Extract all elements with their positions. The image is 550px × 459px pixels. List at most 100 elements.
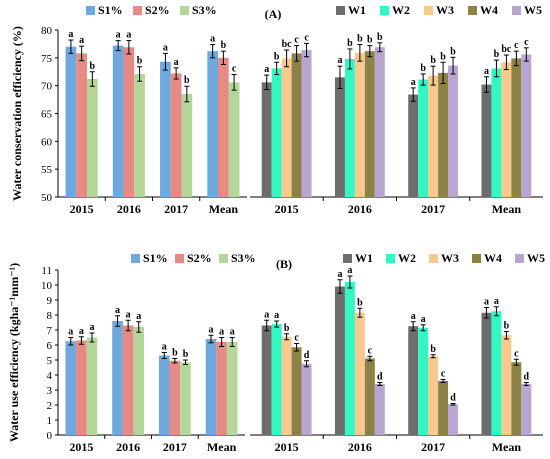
bar-W2-2015 [271,68,282,197]
legend-swatch-W5 [515,254,524,263]
bar-S3%-2015 [86,337,98,435]
bar-W5-Mean [521,384,532,435]
significance-letter: a [274,310,279,321]
bar-W1-2015 [261,82,272,197]
bar-S2%-2016 [122,325,134,435]
x-tick-label: 2017 [163,440,187,454]
significance-letter: b [494,49,500,60]
bar-S2%-Mean [216,342,227,435]
significance-letter: c [524,37,529,48]
significance-letter: c [294,333,299,344]
significance-letter: a [116,30,121,41]
legend-swatch-W3 [424,6,433,15]
significance-letter: a [68,29,73,40]
legend-label: W5 [527,251,545,265]
bar-W2-2016 [344,282,355,435]
y-tick-label: 2 [47,400,53,412]
bar-S2%-2017 [169,360,181,435]
significance-letter: b [430,55,436,66]
bar-S1%-2016 [112,321,123,435]
y-tick-label: 65 [41,109,53,121]
significance-letter: a [79,35,84,46]
bar-S3%-2017 [181,94,193,197]
x-tick-label: 2016 [348,440,372,454]
significance-letter: a [494,296,499,307]
y-tick-label: 6 [47,340,53,352]
bar-S3%-Mean [226,342,238,435]
y-tick-label: 70 [41,81,53,93]
legend-swatch-S1% [86,6,95,15]
bar-W3-Mean [501,62,512,197]
y-tick-label: 10 [41,280,53,292]
legend-label: W2 [398,251,416,265]
panel-label: (A) [265,7,282,21]
significance-letter: a [411,77,416,88]
bar-W1-2016 [334,286,345,435]
bar-S3%-2017 [180,362,191,435]
legend-label: W5 [524,3,542,17]
significance-letter: a [230,327,235,338]
significance-letter: b [357,33,363,44]
legend-label: W1 [348,3,366,17]
bar-W4-Mean [511,362,522,435]
bar-S2%-2015 [76,340,87,435]
x-tick-label: 2016 [117,202,141,216]
significance-letter: bc [282,39,293,50]
bar-W3-Mean [501,335,512,435]
legend-label: S2% [145,3,170,17]
legend-swatch-S3% [219,254,228,263]
y-tick-label: 75 [41,53,53,65]
significance-letter: c [304,32,309,43]
significance-letter: a [136,311,141,322]
bar-W5-2016 [374,384,385,435]
significance-letter: a [421,314,426,325]
significance-letter: b [504,321,510,332]
bar-W2-2017 [418,79,429,197]
bar-W1-Mean [481,312,492,435]
significance-letter: c [514,348,519,359]
x-tick-label: Mean [207,440,237,454]
significance-letter: a [68,327,73,338]
significance-letter: a [126,30,131,41]
significance-letter: a [163,42,168,53]
legend-label: S2% [187,251,212,265]
bar-W3-2017 [428,75,439,197]
significance-letter: b [284,323,290,334]
significance-letter: b [440,51,446,62]
significance-letter: a [264,309,269,320]
legend-label: W1 [355,251,373,265]
significance-letter: b [274,51,280,62]
bar-S1%-2017 [158,355,170,435]
significance-letter: a [126,309,131,320]
bar-W4-2015 [291,53,302,197]
legend-label: W3 [441,251,459,265]
legend-label: W4 [480,3,498,17]
bar-W1-2015 [261,325,272,435]
bar-W4-Mean [511,58,522,197]
significance-letter: a [162,342,167,353]
significance-letter: a [484,297,489,308]
y-tick-label: 9 [47,295,53,307]
bar-W5-2015 [301,50,312,197]
bar-S2%-2016 [123,47,135,197]
bar-W1-2017 [408,326,419,435]
bar-W2-Mean [491,68,502,197]
legend-swatch-W1 [336,6,345,15]
significance-letter: a [89,322,94,333]
significance-letter: a [347,265,352,276]
bar-W5-2017 [448,404,459,435]
significance-letter: b [172,348,178,359]
y-tick-label: 60 [41,136,53,148]
y-tick-label: 1 [47,415,53,427]
significance-letter: b [357,297,363,308]
significance-letter: a [337,269,342,280]
legend-W: W1 W2 W3 W4 W5 [336,3,542,17]
x-tick-label: 2015 [69,440,93,454]
y-tick-label: 50 [41,192,53,204]
significance-letter: b [184,75,190,86]
bar-W2-2015 [271,324,282,435]
